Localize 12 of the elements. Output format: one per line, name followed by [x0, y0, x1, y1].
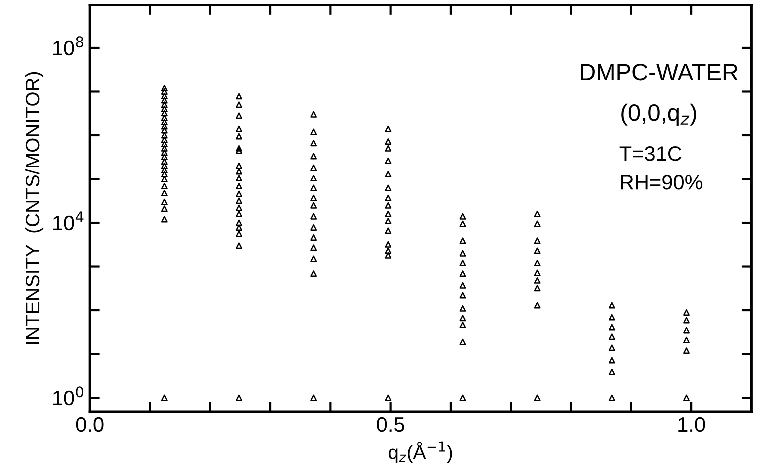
- annotation: DMPC-WATER: [581, 64, 738, 81]
- y-axis-title: INTENSITY (CNTS/MONITOR): [25, 72, 44, 344]
- y-tick-label: 10$^{8}$: [53, 36, 84, 56]
- annotation: T=31C: [620, 146, 682, 162]
- y-tick-label: 10$^{4}$: [53, 212, 84, 231]
- x-tick-label: 0.5: [377, 417, 404, 432]
- y-tick-label: 10$^{0}$: [53, 386, 84, 406]
- x-axis-title: q$_{z}$(Å$^{−1}$): [388, 442, 452, 464]
- annotation: (0,0,q$_{z}$): [622, 104, 696, 126]
- x-tick-label: 1.0: [678, 417, 706, 432]
- x-tick-label: 0.0: [76, 417, 104, 432]
- annotation: RH=90%: [621, 175, 703, 190]
